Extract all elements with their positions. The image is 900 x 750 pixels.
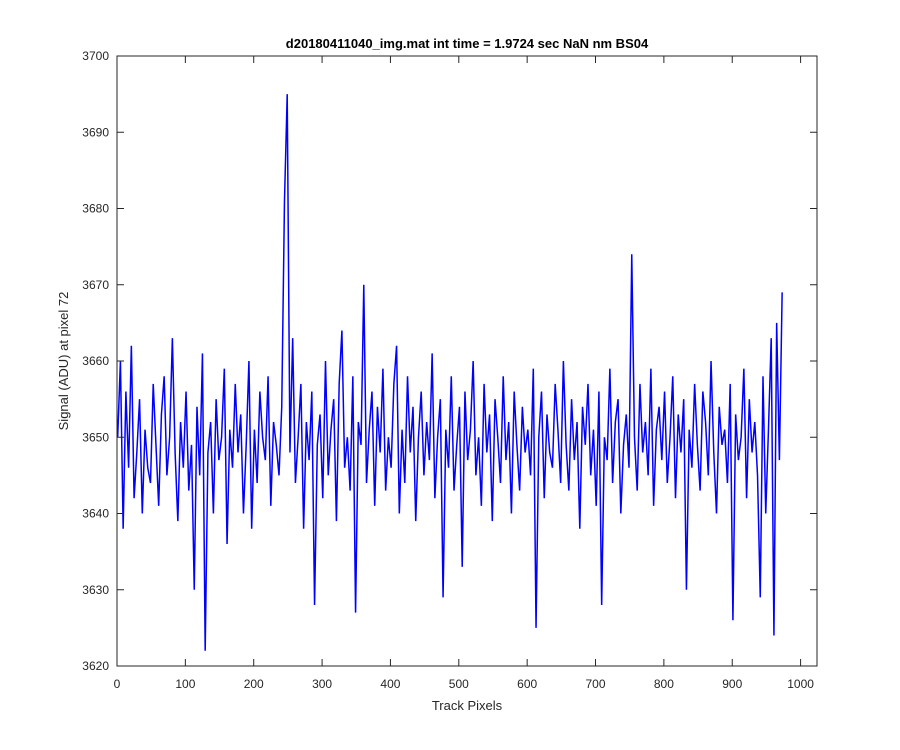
- axes-box: [116, 55, 818, 667]
- x-tick-label: 0: [114, 677, 121, 691]
- y-tick-label: 3700: [82, 49, 109, 63]
- y-tick-label: 3680: [82, 202, 109, 216]
- x-tick-label: 1000: [787, 677, 814, 691]
- y-tick-label: 3660: [82, 354, 109, 368]
- series-line-0: [116, 94, 783, 651]
- x-tick-label: 900: [722, 677, 742, 691]
- x-tick-label: 800: [654, 677, 674, 691]
- x-tick-label: 600: [517, 677, 537, 691]
- y-tick-label: 3650: [82, 430, 109, 444]
- y-axis-label: Signal (ADU) at pixel 72: [56, 292, 71, 431]
- y-tick-label: 3670: [82, 278, 109, 292]
- ticks-layer: 0 100 200 300 400 500 600 700 800 900 1000 3620 3630…: [82, 49, 817, 691]
- y-tick-label: 3690: [82, 125, 109, 139]
- series-layer: [116, 94, 783, 651]
- chart-title: d20180411040_img.mat int time = 1.9724 s…: [286, 36, 649, 51]
- x-tick-label: 200: [244, 677, 264, 691]
- x-tick-label: 300: [312, 677, 332, 691]
- x-tick-label: 700: [586, 677, 606, 691]
- x-axis-label: Track Pixels: [432, 698, 503, 713]
- x-tick-label: 100: [175, 677, 195, 691]
- y-tick-label: 3630: [82, 583, 109, 597]
- y-tick-label: 3640: [82, 507, 109, 521]
- x-tick-label: 500: [449, 677, 469, 691]
- x-tick-label: 400: [380, 677, 400, 691]
- plot-area: [117, 56, 817, 666]
- y-tick-label: 3620: [82, 659, 109, 673]
